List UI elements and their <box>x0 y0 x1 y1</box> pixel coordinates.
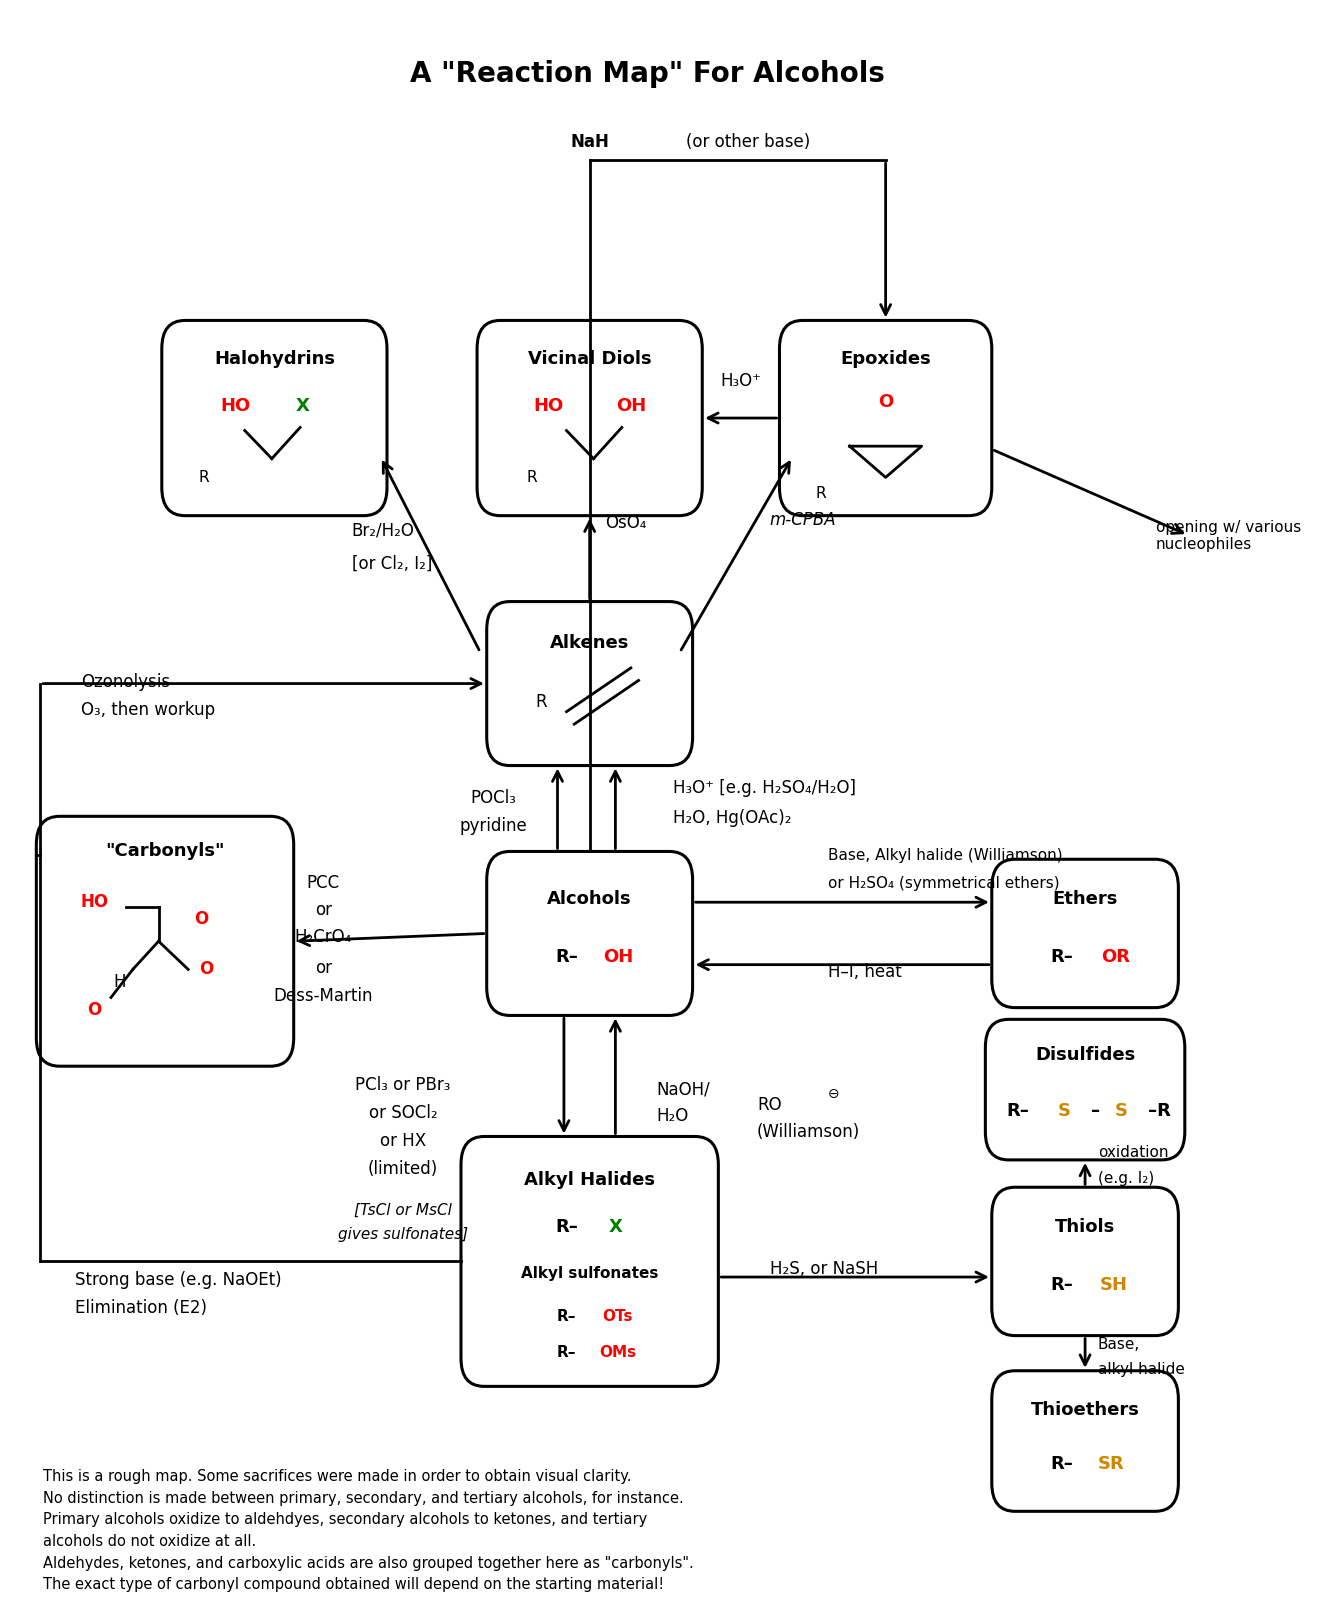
Text: Thioethers: Thioethers <box>1031 1401 1139 1419</box>
Text: Br₂/H₂O: Br₂/H₂O <box>352 522 414 540</box>
Text: X: X <box>609 1218 622 1236</box>
Text: NaH: NaH <box>570 133 609 150</box>
Text: O: O <box>87 1000 101 1020</box>
Text: A "Reaction Map" For Alcohols: A "Reaction Map" For Alcohols <box>410 60 884 89</box>
Text: "Carbonyls": "Carbonyls" <box>105 842 225 860</box>
Text: R–: R– <box>555 1218 578 1236</box>
Text: This is a rough map. Some sacrifices were made in order to obtain visual clarity: This is a rough map. Some sacrifices wer… <box>43 1469 694 1592</box>
Text: gives sulfonates]: gives sulfonates] <box>338 1228 468 1243</box>
Text: Ozonolysis: Ozonolysis <box>81 672 170 692</box>
Text: opening w/ various
nucleophiles: opening w/ various nucleophiles <box>1156 520 1301 553</box>
Text: O: O <box>878 393 894 412</box>
Text: R: R <box>526 470 537 485</box>
Text: Alcohols: Alcohols <box>547 890 631 908</box>
Text: [or Cl₂, I₂]: [or Cl₂, I₂] <box>352 554 432 572</box>
FancyBboxPatch shape <box>486 601 693 766</box>
Text: Halohydrins: Halohydrins <box>214 349 334 368</box>
FancyBboxPatch shape <box>477 320 702 516</box>
Text: or H₂SO₄ (symmetrical ethers): or H₂SO₄ (symmetrical ethers) <box>827 876 1059 890</box>
FancyBboxPatch shape <box>779 320 992 516</box>
Text: alkyl halide: alkyl halide <box>1098 1362 1185 1377</box>
Text: Strong base (e.g. NaOEt): Strong base (e.g. NaOEt) <box>75 1272 281 1290</box>
Text: R–: R– <box>1051 949 1074 966</box>
Text: Elimination (E2): Elimination (E2) <box>75 1299 206 1317</box>
Text: oxidation: oxidation <box>1098 1144 1168 1160</box>
FancyBboxPatch shape <box>992 860 1179 1008</box>
Text: S: S <box>1115 1102 1128 1120</box>
Text: Epoxides: Epoxides <box>840 349 931 368</box>
Text: HO: HO <box>80 894 108 911</box>
Text: H₃O⁺: H₃O⁺ <box>721 372 762 389</box>
Text: –: – <box>1091 1102 1100 1120</box>
Text: H: H <box>113 973 127 991</box>
Text: [TsCl or MsCl: [TsCl or MsCl <box>354 1202 452 1217</box>
Text: R–: R– <box>557 1309 577 1324</box>
Text: or SOCl₂: or SOCl₂ <box>369 1104 437 1122</box>
Text: Alkyl sulfonates: Alkyl sulfonates <box>521 1267 658 1281</box>
Text: H₂O: H₂O <box>657 1107 689 1125</box>
Text: H₂S, or NaSH: H₂S, or NaSH <box>770 1260 878 1278</box>
Text: or: or <box>314 902 332 920</box>
Text: ⊖: ⊖ <box>827 1088 839 1102</box>
Text: R–: R– <box>1007 1102 1030 1120</box>
Text: –R: –R <box>1148 1102 1171 1120</box>
Text: H₂O, Hg(OAc)₂: H₂O, Hg(OAc)₂ <box>673 810 791 827</box>
FancyBboxPatch shape <box>36 816 293 1067</box>
Text: O: O <box>194 910 208 928</box>
Text: R–: R– <box>1051 1277 1074 1294</box>
Text: PCl₃ or PBr₃: PCl₃ or PBr₃ <box>356 1076 450 1094</box>
FancyBboxPatch shape <box>986 1020 1184 1160</box>
Text: or HX: or HX <box>380 1133 426 1151</box>
Text: O₃, then workup: O₃, then workup <box>81 701 216 719</box>
Text: Disulfides: Disulfides <box>1035 1046 1135 1065</box>
FancyBboxPatch shape <box>461 1136 718 1387</box>
Text: H–I, heat: H–I, heat <box>827 963 902 981</box>
Text: OR: OR <box>1102 949 1131 966</box>
Text: H₃O⁺ [e.g. H₂SO₄/H₂O]: H₃O⁺ [e.g. H₂SO₄/H₂O] <box>673 779 856 797</box>
Text: Alkenes: Alkenes <box>550 633 629 651</box>
Text: (Williamson): (Williamson) <box>757 1123 860 1141</box>
FancyBboxPatch shape <box>161 320 388 516</box>
Text: Ethers: Ethers <box>1052 890 1118 908</box>
Text: OH: OH <box>615 396 646 415</box>
Text: HO: HO <box>533 396 563 415</box>
FancyBboxPatch shape <box>992 1370 1179 1511</box>
Text: OMs: OMs <box>599 1345 637 1359</box>
Text: POCl₃: POCl₃ <box>470 789 515 806</box>
Text: Base, Alkyl halide (Williamson): Base, Alkyl halide (Williamson) <box>827 848 1063 863</box>
Text: O: O <box>198 960 213 978</box>
Text: RO: RO <box>757 1096 782 1115</box>
Text: OH: OH <box>603 949 633 966</box>
Text: (limited): (limited) <box>368 1160 438 1178</box>
Text: Base,: Base, <box>1098 1336 1140 1351</box>
Text: Dess-Martin: Dess-Martin <box>273 987 373 1005</box>
FancyBboxPatch shape <box>992 1188 1179 1335</box>
Text: S: S <box>1058 1102 1071 1120</box>
Text: R: R <box>817 485 827 501</box>
Text: PCC: PCC <box>306 874 340 892</box>
Text: (or other base): (or other base) <box>686 133 810 150</box>
Text: R: R <box>198 470 209 485</box>
Text: R–: R– <box>555 949 578 966</box>
Text: R: R <box>535 693 546 711</box>
Text: OTs: OTs <box>602 1309 633 1324</box>
Text: SR: SR <box>1098 1456 1124 1474</box>
Text: Alkyl Halides: Alkyl Halides <box>525 1172 655 1189</box>
Text: Thiols: Thiols <box>1055 1218 1115 1236</box>
Text: NaOH/: NaOH/ <box>657 1081 710 1099</box>
Text: or: or <box>314 958 332 976</box>
Text: HO: HO <box>221 396 250 415</box>
Text: OsO₄: OsO₄ <box>605 514 646 532</box>
Text: (e.g. I₂): (e.g. I₂) <box>1098 1172 1155 1186</box>
Text: Vicinal Diols: Vicinal Diols <box>527 349 651 368</box>
Text: X: X <box>296 396 309 415</box>
Text: R–: R– <box>1051 1456 1074 1474</box>
Text: H₂CrO₄: H₂CrO₄ <box>294 928 352 945</box>
Text: m-CPBA: m-CPBA <box>770 511 836 528</box>
FancyBboxPatch shape <box>486 852 693 1015</box>
Text: R–: R– <box>557 1345 577 1359</box>
Text: pyridine: pyridine <box>460 816 527 835</box>
Text: SH: SH <box>1099 1277 1127 1294</box>
